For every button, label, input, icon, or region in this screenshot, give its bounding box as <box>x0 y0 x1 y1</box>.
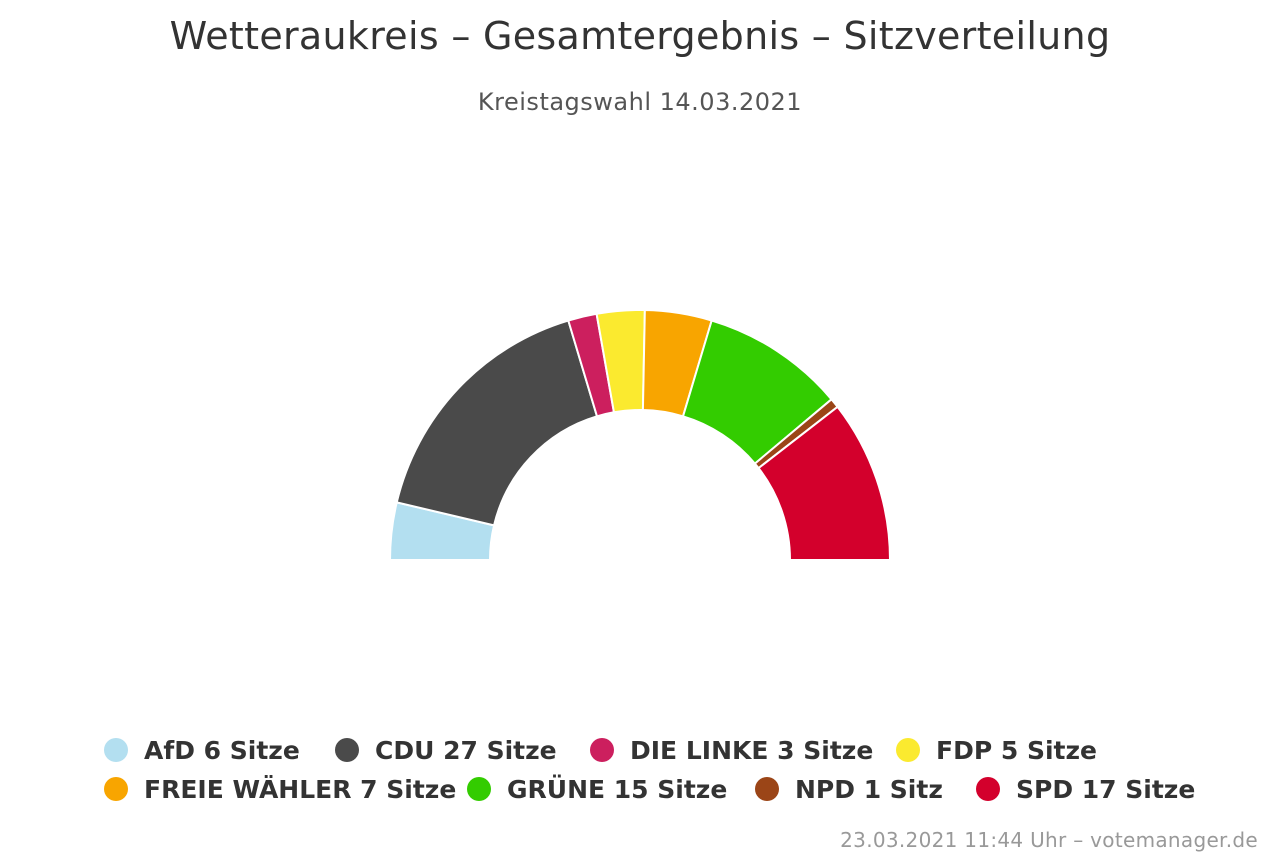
chart-title: Wetteraukreis – Gesamtergebnis – Sitzver… <box>169 14 1111 58</box>
legend-label-fdp: FDP 5 Sitze <box>936 735 1097 765</box>
legend-dot-afd <box>104 738 128 762</box>
seat-distribution-chart <box>389 309 891 561</box>
legend-dot-fdp <box>896 738 920 762</box>
legend-item-npd[interactable]: NPD 1 Sitz <box>755 771 943 807</box>
legend-label-freie-waehler: FREIE WÄHLER 7 Sitze <box>144 774 457 804</box>
legend-item-afd[interactable]: AfD 6 Sitze <box>104 732 300 768</box>
chart-subtitle: Kreistagswahl 14.03.2021 <box>477 88 803 116</box>
legend-label-die-linke: DIE LINKE 3 Sitze <box>630 735 874 765</box>
legend-dot-npd <box>755 777 779 801</box>
legend-label-cdu: CDU 27 Sitze <box>375 735 557 765</box>
credits-text: 23.03.2021 11:44 Uhr – votemanager.de <box>840 828 1258 852</box>
legend-label-npd: NPD 1 Sitz <box>795 774 943 804</box>
slice-spd[interactable] <box>757 405 891 561</box>
legend-item-spd[interactable]: SPD 17 Sitze <box>976 771 1195 807</box>
legend-item-gruene[interactable]: GRÜNE 15 Sitze <box>467 771 727 807</box>
legend-item-fdp[interactable]: FDP 5 Sitze <box>896 732 1097 768</box>
legend-dot-cdu <box>335 738 359 762</box>
legend-dot-freie-waehler <box>104 777 128 801</box>
legend-label-spd: SPD 17 Sitze <box>1016 774 1196 804</box>
legend-dot-die-linke <box>590 738 614 762</box>
chart-legend: AfD 6 Sitze CDU 27 Sitze DIE LINKE 3 Sit… <box>0 728 1280 818</box>
legend-label-afd: AfD 6 Sitze <box>144 735 300 765</box>
slice-cdu[interactable] <box>395 319 598 527</box>
legend-label-gruene: GRÜNE 15 Sitze <box>507 774 728 804</box>
legend-item-die-linke[interactable]: DIE LINKE 3 Sitze <box>590 732 873 768</box>
legend-dot-spd <box>976 777 1000 801</box>
legend-dot-gruene <box>467 777 491 801</box>
legend-item-freie-waehler[interactable]: FREIE WÄHLER 7 Sitze <box>104 771 456 807</box>
legend-item-cdu[interactable]: CDU 27 Sitze <box>335 732 557 768</box>
